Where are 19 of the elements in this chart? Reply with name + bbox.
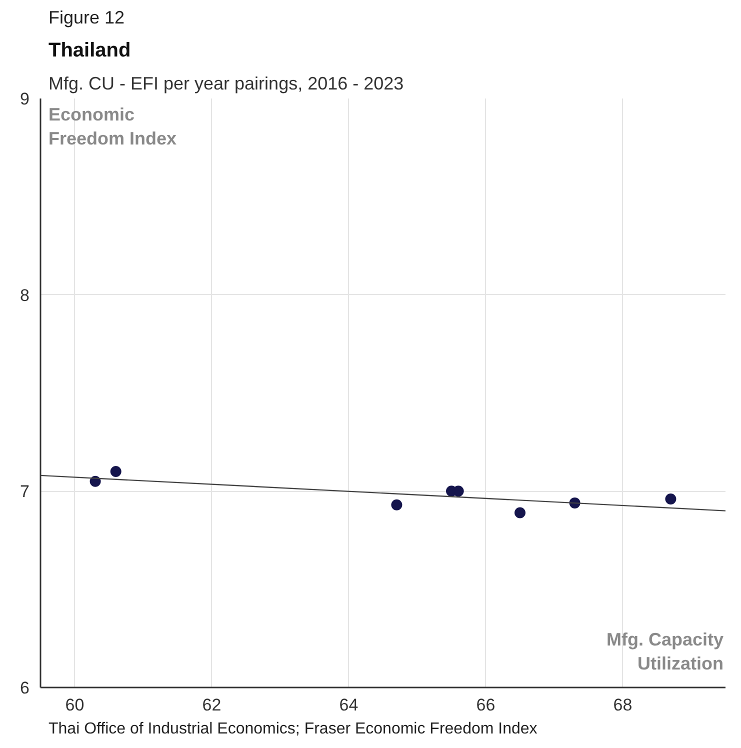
y-axis-title: Economic Freedom Index [48, 104, 177, 148]
y-tick-label: 9 [20, 90, 30, 108]
point [110, 466, 122, 478]
chart-subtitle: Mfg. CU - EFI per year pairings, 2016 - 2023 [48, 74, 404, 94]
point [391, 499, 402, 510]
x-tick-label: 62 [202, 696, 222, 714]
x-axis-title: Mfg. Capacity Utilization [606, 630, 724, 674]
point [514, 507, 526, 518]
chart-title: Thailand [48, 40, 131, 62]
x-tick-label: 66 [476, 696, 496, 714]
x-tick-label: 60 [65, 696, 84, 714]
caption: Figure 12 [48, 8, 125, 28]
y-tick-label: 6 [20, 678, 30, 698]
text: Thai Office of Industrial Economics; Fraser Economic Freedom Index [48, 720, 538, 738]
y-tick-label: 8 [20, 286, 30, 305]
x-tick-label: 64 [339, 696, 358, 714]
y-tick-label: 7 [20, 482, 30, 502]
point [665, 494, 676, 505]
x-tick-label: 68 [613, 696, 632, 714]
